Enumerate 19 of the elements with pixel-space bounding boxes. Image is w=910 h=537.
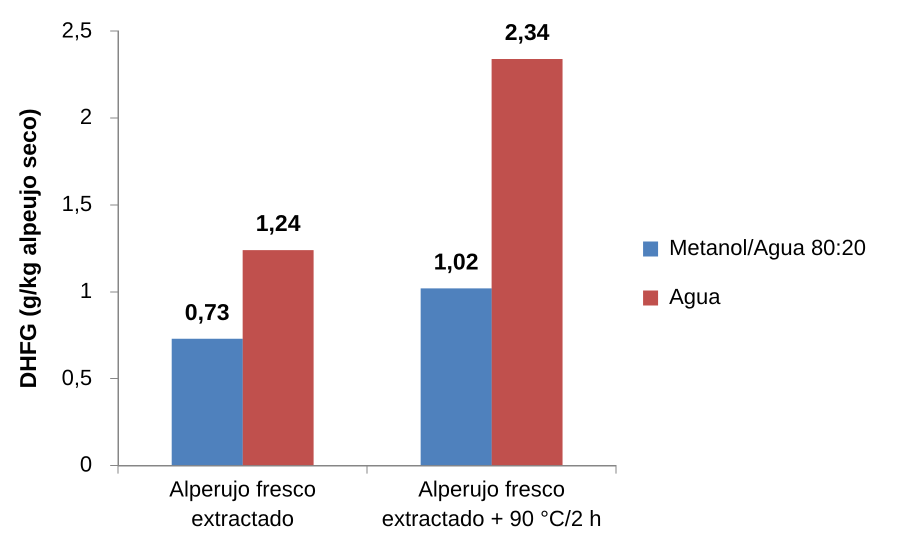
bar: [492, 59, 563, 466]
data-label: 2,34: [504, 19, 550, 45]
y-tick-label: 0: [80, 452, 92, 477]
x-tick-label: Alperujo fresco extractado: [169, 476, 316, 532]
data-label: 0,73: [184, 298, 230, 325]
data-label: 1,24: [256, 210, 301, 236]
x-tick-label: Alperujo fresco extractado + 90 °C/2 h: [382, 476, 602, 532]
bar: [172, 338, 243, 466]
bar: [420, 288, 492, 466]
legend-label: Metanol/Agua 80:20: [669, 235, 866, 260]
data-label: 1,02: [434, 248, 479, 274]
y-tick-label: 2: [80, 104, 92, 130]
y-tick-label: 0,5: [62, 364, 92, 390]
y-axis-title: DHFG (g/kg alpeujo seco): [15, 108, 42, 388]
y-tick-label: 1: [80, 278, 92, 303]
y-tick-label: 1,5: [62, 191, 92, 216]
y-tick-label: 2,5: [62, 17, 92, 42]
bar: [242, 250, 314, 466]
legend-label: Agua: [669, 284, 722, 310]
